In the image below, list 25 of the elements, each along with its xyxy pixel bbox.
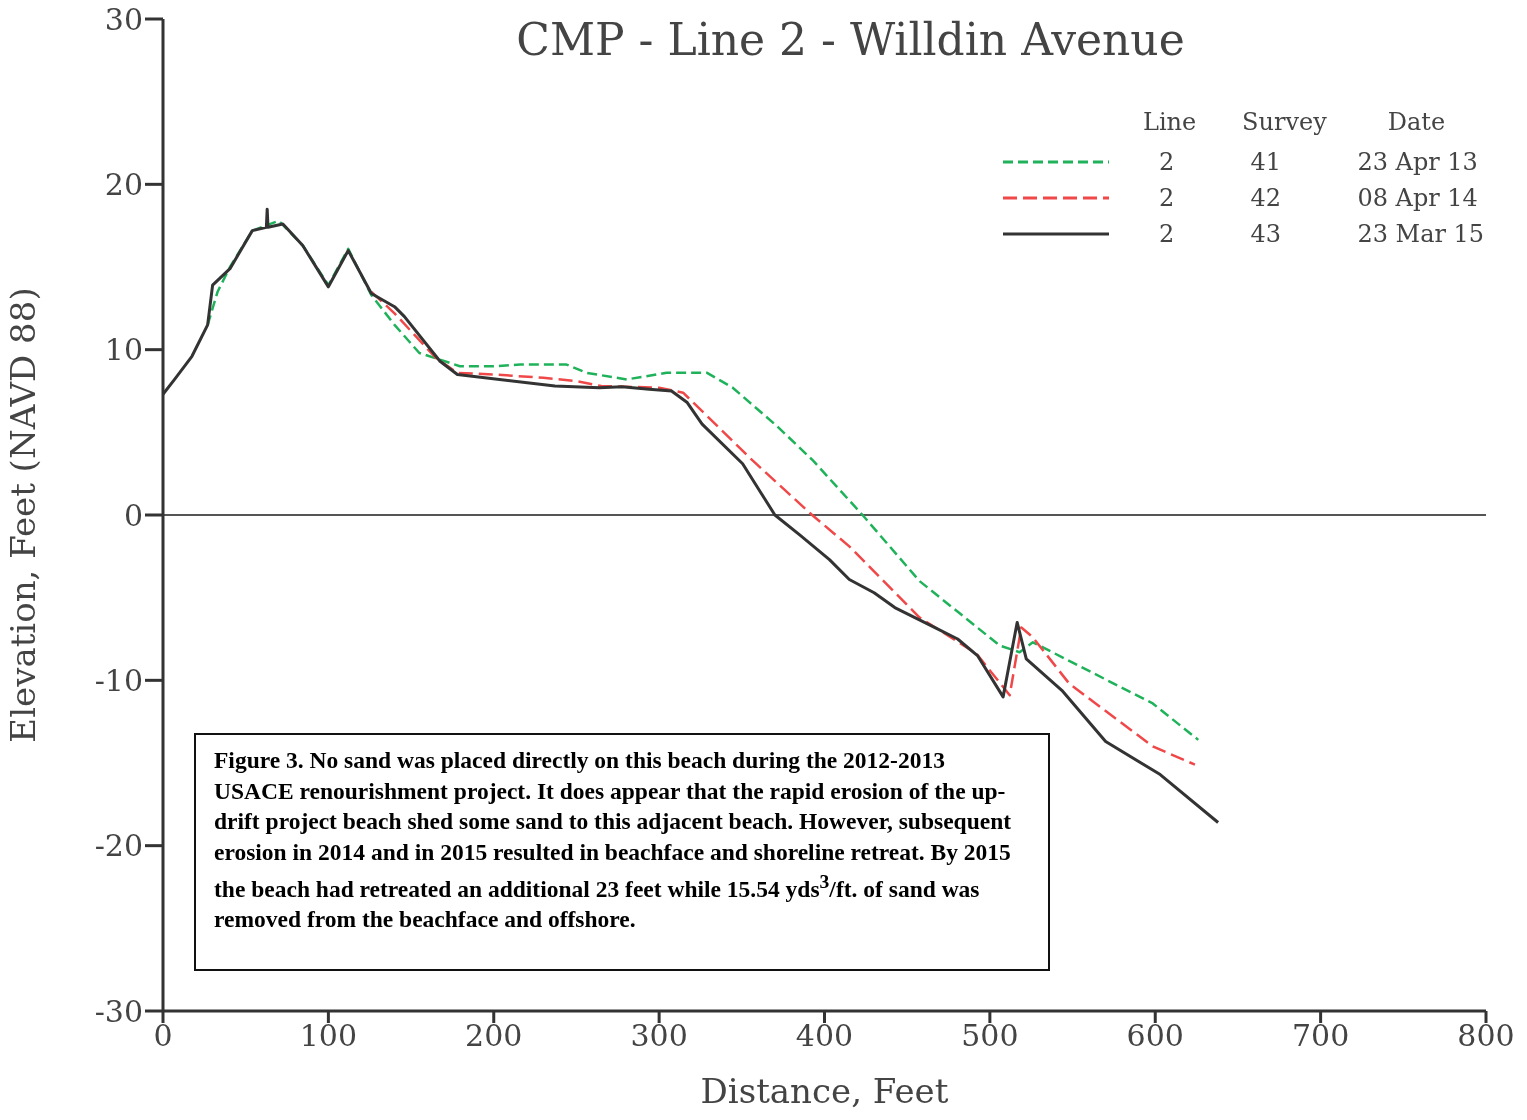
y-tick-label: 30	[104, 1, 143, 37]
y-tick-label: 0	[123, 497, 143, 533]
y-tick-label: 10	[104, 332, 143, 368]
x-tick-label: 400	[795, 1018, 854, 1054]
x-tick-label: 200	[465, 1018, 523, 1054]
y-tick-label: -20	[94, 828, 143, 864]
x-tick-label: 800	[1457, 1018, 1515, 1054]
y-axis-title: Elevation, Feet (NAVD 88)	[3, 287, 44, 743]
legend-title: Line Survey Date	[1143, 108, 1446, 136]
x-tick-label: 700	[1291, 1018, 1350, 1054]
y-tick-label: -10	[94, 662, 143, 698]
line-series	[206, 219, 1200, 742]
x-tick-label: 100	[299, 1018, 358, 1054]
x-tick-label: 500	[961, 1018, 1019, 1054]
y-tick-label: 20	[104, 166, 143, 202]
x-tick-label: 0	[153, 1018, 173, 1054]
x-axis-title: Distance, Feet	[700, 1071, 949, 1111]
chart-title: CMP - Line 2 - Willdin Avenue	[515, 14, 1186, 65]
text: Figure 3. No sand was placed directly on this beach during the 2012-2013 USACE renourishment project. It does appear that the rapid erosion of the up-drift project beach shed some sand to this adjacent beach. However, subsequent erosion in 2014 and in 2015 resulted in beachface and shoreline retreat. By 2015 the beach had retreated an additional 23 feet while 15.54 yds$^{3}$/ft. of sand was removed from the beachface and offshore.	[214, 747, 1012, 933]
x-tick-label: 300	[630, 1018, 688, 1054]
legend-label: 2 43 23 Mar 15	[1159, 220, 1485, 248]
x-tick-label: 600	[1126, 1018, 1184, 1054]
legend-label: 2 41 23 Apr 13	[1159, 148, 1478, 176]
legend-label: 2 42 08 Apr 14	[1159, 184, 1478, 212]
y-tick-label: -30	[94, 993, 143, 1029]
